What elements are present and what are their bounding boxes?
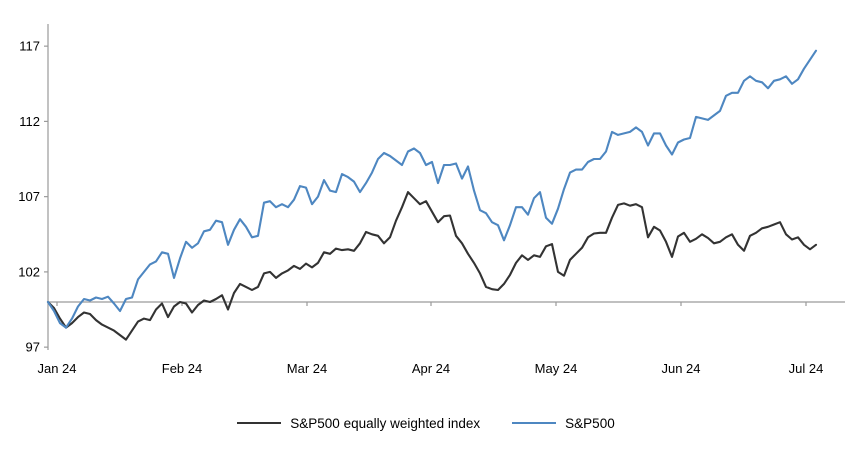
x-axis-label: Jun 24: [661, 361, 700, 376]
series-line-0: [46, 191, 818, 341]
y-axis-label: 107: [18, 189, 40, 204]
legend-item: S&P500: [512, 416, 615, 431]
x-axis-label: Jan 24: [37, 361, 76, 376]
y-axis-label: 112: [19, 114, 40, 129]
x-axis-label: May 24: [535, 361, 578, 376]
chart-legend: S&P500 equally weighted index S&P500: [0, 408, 852, 438]
x-axis-label: Jul 24: [789, 361, 824, 376]
y-axis-label: 102: [18, 264, 40, 279]
y-axis-label: 97: [26, 340, 40, 355]
y-axis-label: 117: [19, 39, 40, 54]
legend-item: S&P500 equally weighted index: [237, 416, 480, 431]
legend-line-swatch: [512, 422, 557, 424]
x-axis-label: Feb 24: [162, 361, 202, 376]
legend-label: S&P500 equally weighted index: [290, 415, 481, 431]
x-axis-label: Apr 24: [412, 361, 450, 376]
legend-line-swatch: [237, 422, 282, 424]
series-line-1: [46, 49, 818, 329]
x-axis-label: Mar 24: [287, 361, 327, 376]
legend-label: S&P500: [565, 415, 615, 431]
